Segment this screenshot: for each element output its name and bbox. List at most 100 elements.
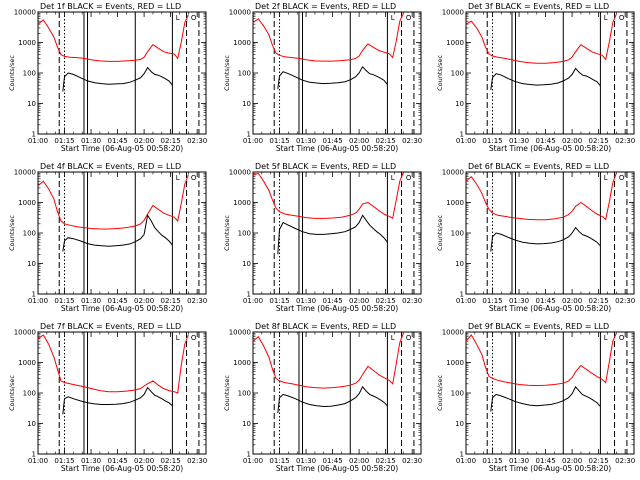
y-tick-label: 10000: [442, 9, 464, 17]
x-tick-label: 01:30: [509, 137, 529, 145]
x-tick-label: 01:45: [107, 457, 127, 465]
x-tick-label: 01:45: [535, 297, 555, 305]
panel-title: Det 1f BLACK = Events, RED = LLD: [40, 2, 181, 11]
y-tick-label: 100: [451, 230, 464, 238]
x-tick-label: 02:00: [134, 137, 154, 145]
event-marker-label: O: [406, 334, 412, 342]
event-marker-label: L: [391, 334, 395, 342]
x-tick-label: 02:30: [615, 297, 635, 305]
y-axis-label: Counts/sec: [223, 375, 231, 411]
lld-series-line: [465, 14, 617, 64]
x-tick-label: 02:15: [161, 297, 181, 305]
x-axis-label: Start Time (06-Aug-05 00:58:20): [489, 464, 611, 473]
y-tick-label: 10: [27, 420, 36, 428]
x-tick-label: 02:30: [402, 457, 422, 465]
x-tick-label: 01:30: [296, 137, 316, 145]
events-series-line: [490, 226, 601, 252]
plot-frame: [465, 171, 635, 295]
x-tick-label: 02:15: [161, 137, 181, 145]
y-tick-label: 100: [23, 390, 36, 398]
panel-5: Det 5f BLACK = Events, RED = LLD 1 10 100 10…: [223, 162, 422, 313]
panel-title: Det 6f BLACK = Events, RED = LLD: [468, 162, 609, 171]
plot-frame: [252, 331, 422, 455]
y-tick-label: 10000: [14, 9, 36, 17]
events-series-line: [277, 214, 388, 255]
x-tick-label: 02:15: [376, 137, 396, 145]
event-marker-label: L: [391, 174, 395, 182]
x-tick-label: 02:30: [187, 297, 207, 305]
y-axis-label: Counts/sec: [436, 55, 444, 91]
panel-title: Det 3f BLACK = Events, RED = LLD: [468, 2, 609, 11]
event-marker-label: O: [191, 174, 197, 182]
event-marker-label: L: [391, 14, 395, 22]
x-tick-label: 01:30: [81, 457, 101, 465]
y-tick-label: 100: [451, 390, 464, 398]
event-marker-label: L: [604, 174, 608, 182]
y-tick-label: 1000: [446, 39, 464, 47]
panel-4: Det 4f BLACK = Events, RED = LLD 1 10 100 10…: [8, 162, 207, 313]
x-tick-label: 01:15: [54, 137, 74, 145]
plot-frame: [465, 11, 635, 135]
y-axis-label: Counts/sec: [436, 215, 444, 251]
y-tick-label: 10000: [14, 329, 36, 337]
y-tick-label: 1: [247, 131, 251, 139]
x-tick-label: 02:30: [187, 137, 207, 145]
x-tick-label: 01:45: [535, 137, 555, 145]
y-tick-label: 10000: [229, 329, 251, 337]
y-tick-label: 100: [23, 70, 36, 78]
x-tick-label: 01:45: [107, 297, 127, 305]
x-tick-label: 02:15: [589, 457, 609, 465]
x-tick-label: 02:15: [589, 297, 609, 305]
x-tick-label: 02:15: [589, 137, 609, 145]
y-tick-label: 1000: [446, 199, 464, 207]
plot-frame: [37, 331, 207, 455]
x-tick-label: 01:30: [296, 297, 316, 305]
y-tick-label: 10: [27, 100, 36, 108]
lld-series-line: [37, 14, 189, 62]
x-axis-label: Start Time (06-Aug-05 00:58:20): [276, 464, 398, 473]
y-tick-label: 10: [242, 100, 251, 108]
x-tick-label: 01:45: [107, 137, 127, 145]
x-tick-label: 02:00: [349, 457, 369, 465]
y-tick-label: 10: [455, 100, 464, 108]
y-tick-label: 1: [32, 451, 36, 459]
events-series-line: [62, 213, 173, 252]
x-tick-label: 02:30: [402, 137, 422, 145]
y-tick-label: 10: [455, 420, 464, 428]
y-tick-label: 10000: [442, 329, 464, 337]
y-tick-label: 100: [451, 70, 464, 78]
events-series-line: [490, 67, 601, 90]
events-series-line: [62, 66, 173, 92]
x-tick-label: 01:15: [482, 297, 502, 305]
y-tick-label: 1000: [233, 39, 251, 47]
x-tick-label: 01:00: [456, 137, 476, 145]
event-marker-label: L: [604, 334, 608, 342]
x-tick-label: 01:00: [243, 297, 263, 305]
event-marker-label: O: [406, 14, 412, 22]
x-tick-label: 01:30: [509, 297, 529, 305]
x-tick-label: 02:30: [615, 137, 635, 145]
x-axis-label: Start Time (06-Aug-05 00:58:20): [61, 464, 183, 473]
x-tick-label: 01:30: [509, 457, 529, 465]
y-tick-label: 100: [238, 230, 251, 238]
x-tick-label: 02:15: [376, 457, 396, 465]
y-tick-label: 10000: [442, 169, 464, 177]
y-tick-label: 1: [460, 291, 464, 299]
x-tick-label: 01:00: [243, 137, 263, 145]
x-tick-label: 02:15: [161, 457, 181, 465]
x-tick-label: 01:00: [28, 297, 48, 305]
x-tick-label: 01:45: [535, 457, 555, 465]
plot-frame: [465, 331, 635, 455]
x-tick-label: 01:00: [28, 457, 48, 465]
lld-series-line: [252, 333, 404, 389]
event-marker-label: L: [176, 14, 180, 22]
y-tick-label: 1000: [446, 359, 464, 367]
x-tick-label: 02:00: [562, 457, 582, 465]
panel-title: Det 5f BLACK = Events, RED = LLD: [255, 162, 396, 171]
x-tick-label: 01:15: [269, 137, 289, 145]
x-tick-label: 02:00: [562, 137, 582, 145]
x-tick-label: 01:15: [482, 137, 502, 145]
lld-series-line: [465, 173, 617, 221]
lld-series-line: [37, 174, 189, 230]
y-tick-label: 1: [247, 291, 251, 299]
